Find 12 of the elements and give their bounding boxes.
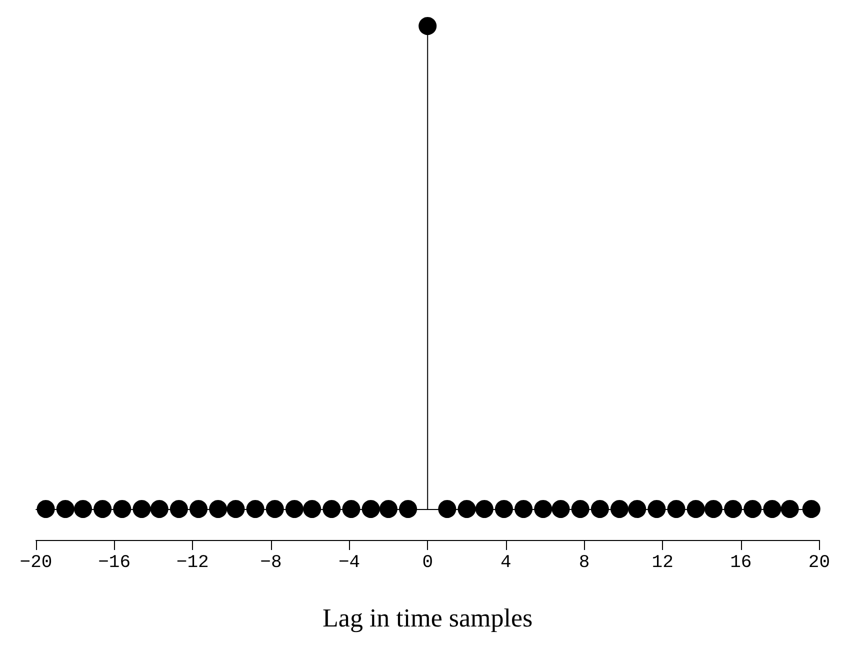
x-tick-label: 20 — [808, 553, 830, 573]
x-tick-label: 16 — [730, 553, 752, 573]
x-tick-label: 4 — [500, 553, 512, 573]
x-tick-label: −8 — [260, 553, 282, 573]
x-tick-label: −12 — [176, 553, 209, 573]
x-tick-label: −16 — [98, 553, 131, 573]
x-tick-label: −20 — [20, 553, 52, 573]
x-tick-label: −4 — [338, 553, 360, 573]
x-axis-title: Lag in time samples — [322, 604, 533, 632]
x-tick-label: 8 — [578, 553, 590, 573]
x-tick-label: 0 — [422, 553, 434, 573]
x-tick-label: 12 — [652, 553, 674, 573]
